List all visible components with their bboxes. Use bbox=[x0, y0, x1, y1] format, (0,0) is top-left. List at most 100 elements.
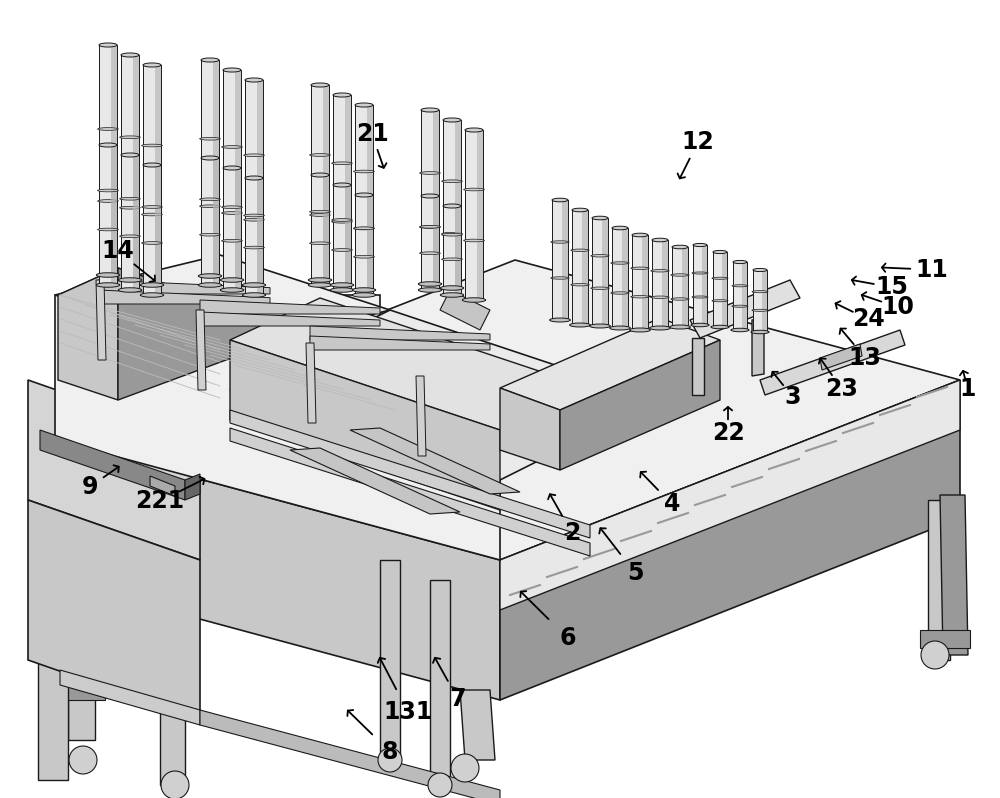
Polygon shape bbox=[333, 185, 351, 285]
Circle shape bbox=[428, 773, 452, 797]
Ellipse shape bbox=[670, 325, 690, 329]
Ellipse shape bbox=[118, 288, 142, 292]
Polygon shape bbox=[68, 580, 95, 740]
Ellipse shape bbox=[752, 290, 768, 293]
Ellipse shape bbox=[418, 282, 442, 286]
Ellipse shape bbox=[552, 198, 568, 202]
Polygon shape bbox=[602, 218, 608, 326]
Ellipse shape bbox=[651, 270, 669, 272]
Ellipse shape bbox=[420, 172, 440, 174]
Ellipse shape bbox=[751, 330, 769, 334]
Ellipse shape bbox=[311, 83, 329, 87]
Ellipse shape bbox=[308, 282, 332, 287]
Polygon shape bbox=[40, 430, 185, 500]
Polygon shape bbox=[133, 55, 139, 290]
Polygon shape bbox=[155, 165, 161, 285]
Polygon shape bbox=[928, 500, 950, 660]
Ellipse shape bbox=[630, 328, 650, 332]
Ellipse shape bbox=[712, 277, 728, 279]
Polygon shape bbox=[257, 178, 263, 285]
Ellipse shape bbox=[118, 278, 142, 282]
Polygon shape bbox=[753, 270, 767, 332]
Text: 4: 4 bbox=[664, 492, 680, 516]
Ellipse shape bbox=[733, 260, 747, 263]
Polygon shape bbox=[160, 680, 185, 785]
Polygon shape bbox=[345, 95, 351, 290]
Ellipse shape bbox=[753, 268, 767, 271]
Polygon shape bbox=[55, 295, 500, 560]
Ellipse shape bbox=[222, 206, 242, 208]
Polygon shape bbox=[118, 268, 280, 400]
Text: 6: 6 bbox=[560, 626, 576, 650]
Text: 1: 1 bbox=[960, 377, 976, 401]
Ellipse shape bbox=[245, 78, 263, 82]
Polygon shape bbox=[96, 280, 106, 360]
Ellipse shape bbox=[330, 282, 354, 287]
Polygon shape bbox=[245, 80, 263, 295]
Polygon shape bbox=[345, 185, 351, 285]
Polygon shape bbox=[185, 474, 200, 500]
Ellipse shape bbox=[612, 226, 628, 230]
Polygon shape bbox=[355, 195, 373, 290]
Circle shape bbox=[921, 641, 949, 669]
Ellipse shape bbox=[220, 278, 244, 282]
Polygon shape bbox=[310, 326, 490, 340]
Polygon shape bbox=[58, 268, 118, 400]
Ellipse shape bbox=[222, 211, 242, 215]
Polygon shape bbox=[200, 300, 380, 314]
Ellipse shape bbox=[551, 277, 569, 279]
Polygon shape bbox=[150, 476, 175, 496]
Polygon shape bbox=[690, 280, 800, 338]
Polygon shape bbox=[702, 245, 707, 325]
Polygon shape bbox=[143, 165, 161, 285]
Text: 13: 13 bbox=[849, 346, 881, 369]
Ellipse shape bbox=[571, 249, 589, 251]
Ellipse shape bbox=[142, 144, 162, 147]
Polygon shape bbox=[632, 235, 648, 330]
Polygon shape bbox=[121, 155, 139, 280]
Polygon shape bbox=[582, 210, 588, 325]
Ellipse shape bbox=[590, 324, 610, 328]
Text: 7: 7 bbox=[450, 687, 466, 711]
Polygon shape bbox=[143, 65, 161, 295]
Ellipse shape bbox=[310, 214, 330, 216]
Ellipse shape bbox=[143, 63, 161, 67]
Polygon shape bbox=[28, 500, 200, 720]
Polygon shape bbox=[98, 290, 270, 304]
Polygon shape bbox=[310, 336, 490, 350]
Ellipse shape bbox=[354, 170, 374, 173]
Polygon shape bbox=[60, 670, 200, 725]
Ellipse shape bbox=[592, 216, 608, 219]
Text: 10: 10 bbox=[882, 295, 914, 319]
Ellipse shape bbox=[120, 235, 140, 238]
Ellipse shape bbox=[712, 300, 728, 302]
Ellipse shape bbox=[420, 252, 440, 255]
Polygon shape bbox=[306, 343, 316, 423]
Polygon shape bbox=[455, 120, 461, 295]
Ellipse shape bbox=[142, 242, 162, 244]
Text: 15: 15 bbox=[876, 275, 908, 299]
Polygon shape bbox=[433, 196, 439, 284]
Ellipse shape bbox=[440, 293, 464, 297]
Polygon shape bbox=[762, 270, 767, 332]
Ellipse shape bbox=[464, 239, 484, 242]
Text: 2: 2 bbox=[564, 521, 580, 545]
Ellipse shape bbox=[142, 206, 162, 208]
Ellipse shape bbox=[223, 166, 241, 170]
Text: 22: 22 bbox=[712, 421, 744, 444]
Ellipse shape bbox=[96, 282, 120, 287]
Polygon shape bbox=[55, 260, 960, 560]
Ellipse shape bbox=[462, 298, 486, 302]
Polygon shape bbox=[622, 228, 628, 328]
Polygon shape bbox=[612, 228, 628, 328]
Ellipse shape bbox=[570, 323, 590, 327]
Text: 3: 3 bbox=[785, 385, 801, 409]
Polygon shape bbox=[421, 110, 439, 290]
Ellipse shape bbox=[242, 293, 266, 297]
Polygon shape bbox=[560, 340, 720, 470]
Polygon shape bbox=[722, 252, 727, 327]
Ellipse shape bbox=[99, 43, 117, 47]
Text: 221: 221 bbox=[135, 489, 185, 513]
Ellipse shape bbox=[711, 326, 729, 329]
Polygon shape bbox=[290, 448, 460, 514]
